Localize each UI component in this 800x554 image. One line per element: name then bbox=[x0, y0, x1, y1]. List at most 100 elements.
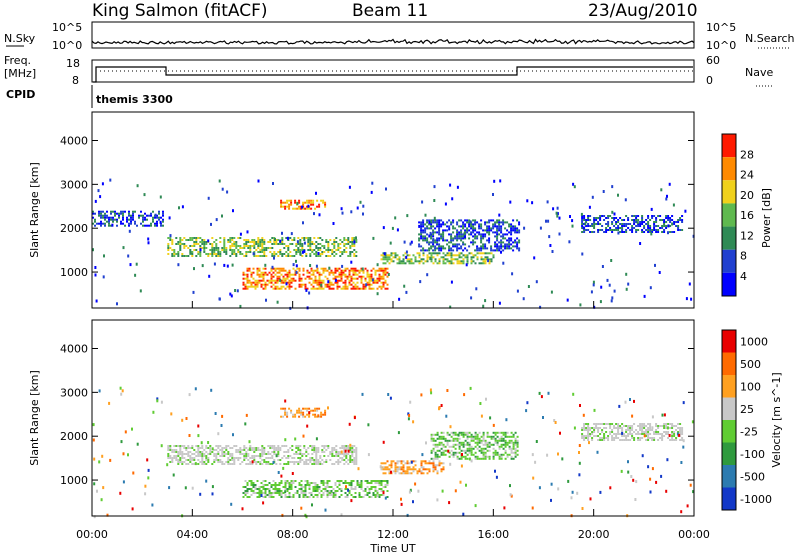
echo-cell bbox=[193, 237, 196, 239]
echo-cell bbox=[288, 496, 291, 498]
echo-cell bbox=[458, 231, 461, 234]
echo-cell bbox=[344, 496, 347, 498]
noise-point bbox=[592, 283, 595, 287]
echo-cell bbox=[102, 214, 104, 217]
echo-cell bbox=[653, 225, 656, 227]
echo-cell bbox=[426, 241, 429, 244]
echo-cell bbox=[355, 449, 358, 451]
echo-cell bbox=[318, 488, 321, 490]
echo-cell bbox=[368, 496, 371, 498]
echo-cell bbox=[466, 254, 469, 257]
echo-cell bbox=[474, 235, 477, 238]
echo-cell bbox=[288, 281, 291, 284]
echo-cell bbox=[647, 423, 650, 425]
echo-cell bbox=[302, 207, 305, 210]
echo-cell bbox=[643, 227, 646, 229]
echo-cell bbox=[175, 457, 178, 459]
noise-point bbox=[295, 264, 298, 268]
echo-cell bbox=[516, 241, 519, 244]
echo-cell bbox=[643, 431, 646, 433]
echo-cell bbox=[317, 247, 320, 249]
nsky-label: N.Sky bbox=[4, 32, 36, 45]
echo-cell bbox=[177, 253, 180, 255]
noise-point bbox=[641, 454, 644, 458]
echo-cell bbox=[358, 275, 361, 278]
echo-cell bbox=[484, 262, 487, 265]
echo-cell bbox=[432, 249, 435, 252]
echo-cell bbox=[629, 439, 632, 441]
echo-cell bbox=[302, 411, 305, 414]
noise-point bbox=[98, 460, 101, 464]
echo-cell bbox=[388, 468, 391, 471]
echo-cell bbox=[239, 253, 242, 255]
echo-cell bbox=[354, 269, 357, 272]
noise-point bbox=[135, 262, 138, 266]
echo-cell bbox=[625, 429, 628, 431]
echo-cell bbox=[148, 224, 150, 227]
echo-cell bbox=[264, 488, 267, 490]
echo-cell bbox=[268, 490, 271, 492]
echo-cell bbox=[390, 466, 393, 469]
echo-cell bbox=[615, 221, 618, 223]
echo-cell bbox=[325, 449, 328, 451]
noise-point bbox=[509, 484, 511, 488]
noise-point bbox=[124, 430, 127, 434]
echo-cell bbox=[490, 229, 493, 232]
echo-cell bbox=[349, 455, 352, 457]
noise-point bbox=[410, 460, 413, 464]
echo-cell bbox=[452, 431, 455, 434]
echo-cell bbox=[430, 439, 433, 442]
echo-cell bbox=[307, 241, 310, 243]
echo-cell bbox=[460, 256, 463, 259]
echo-cell bbox=[326, 490, 329, 492]
echo-cell bbox=[384, 472, 387, 475]
noise-point bbox=[308, 291, 311, 295]
echo-cell bbox=[651, 429, 654, 431]
echo-cell bbox=[320, 496, 323, 498]
echo-cell bbox=[160, 216, 162, 219]
echo-cell bbox=[300, 207, 303, 210]
echo-cell bbox=[311, 459, 314, 461]
echo-cell bbox=[263, 451, 266, 453]
noise-point bbox=[189, 251, 192, 255]
echo-cell bbox=[450, 449, 453, 452]
echo-cell bbox=[287, 457, 290, 459]
echo-cell bbox=[162, 224, 164, 227]
echo-cell bbox=[480, 435, 483, 438]
echo-cell bbox=[442, 256, 445, 259]
echo-cell bbox=[336, 283, 339, 286]
echo-cell bbox=[360, 267, 363, 270]
echo-cell bbox=[448, 219, 451, 222]
noise-point bbox=[419, 280, 422, 284]
echo-cell bbox=[448, 249, 451, 252]
echo-cell bbox=[484, 229, 487, 232]
echo-cell bbox=[450, 256, 453, 259]
echo-cell bbox=[316, 484, 319, 486]
echo-cell bbox=[476, 258, 479, 261]
echo-cell bbox=[301, 255, 304, 257]
echo-cell bbox=[456, 451, 459, 454]
colorbar-tick-label: 28 bbox=[740, 148, 754, 161]
echo-cell bbox=[324, 203, 327, 206]
echo-cell bbox=[114, 210, 116, 213]
noise-point bbox=[465, 483, 467, 487]
noise-point bbox=[534, 460, 537, 464]
noise-point bbox=[613, 289, 616, 293]
echo-cell bbox=[320, 287, 323, 290]
echo-cell bbox=[221, 249, 224, 251]
echo-cell bbox=[354, 287, 357, 290]
echo-cell bbox=[335, 445, 338, 447]
echo-cell bbox=[627, 227, 630, 229]
echo-cell bbox=[291, 461, 294, 463]
echo-cell bbox=[290, 488, 293, 490]
noise-point bbox=[546, 453, 549, 457]
echo-cell bbox=[446, 254, 449, 257]
echo-cell bbox=[364, 480, 367, 482]
echo-cell bbox=[510, 435, 513, 438]
echo-cell bbox=[239, 463, 242, 465]
echo-cell bbox=[506, 455, 509, 458]
noise-point bbox=[379, 465, 382, 469]
echo-cell bbox=[454, 431, 457, 434]
echo-cell bbox=[259, 239, 262, 241]
echo-cell bbox=[504, 245, 507, 248]
